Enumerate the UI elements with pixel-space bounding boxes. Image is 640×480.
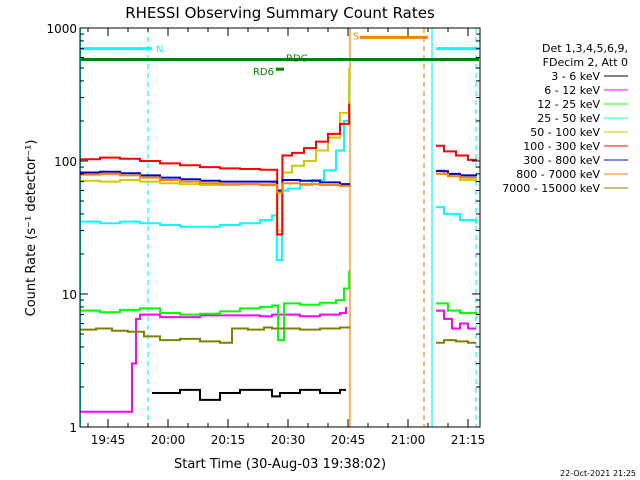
x-axis-label: Start Time (30-Aug-03 19:38:02)	[174, 457, 386, 472]
x-tick-label: 19:45	[91, 433, 126, 447]
legend-entry-label: 300 - 800 keV	[523, 154, 600, 167]
series-line	[152, 388, 346, 401]
footer-date: 22-Oct-2021 21:25	[560, 469, 636, 478]
series-line	[80, 172, 477, 194]
flag-label: RD6	[253, 67, 274, 78]
legend-entry-label: 6 - 12 keV	[544, 84, 600, 97]
y-axis-label: Count Rate (s⁻¹ detector⁻¹)	[24, 140, 39, 317]
legend-header: Det 1,3,4,5,6,9,	[542, 42, 628, 55]
axis-layer: 1 10 100 1000 19:45 20:00 20:15 20:30 20:45 21:00…	[46, 22, 485, 447]
flag-label: S	[353, 31, 359, 42]
legend-header: FDecim 2, Att 0	[543, 56, 628, 69]
plot-frame	[79, 27, 481, 428]
legend-entry-label: 3 - 6 keV	[551, 70, 600, 83]
legend-entry-label: 7000 - 15000 keV	[502, 182, 600, 195]
chart-title: RHESSI Observing Summary Count Rates	[125, 4, 435, 22]
series-line	[80, 326, 476, 344]
legend-entry-label: 25 - 50 keV	[537, 112, 600, 125]
series-layer	[80, 68, 477, 413]
legend-entry-label: 12 - 25 keV	[537, 98, 600, 111]
flag-label: RDC	[286, 53, 308, 64]
series-line	[80, 170, 477, 192]
x-tick-label: 21:00	[391, 433, 426, 447]
legend: Det 1,3,4,5,6,9,FDecim 2, Att 03 - 6 keV…	[502, 42, 628, 195]
legend-entry-label: 100 - 300 keV	[523, 140, 600, 153]
y-tick-label: 1000	[46, 22, 77, 36]
legend-entry-label: 800 - 7000 keV	[516, 168, 600, 181]
series-line	[80, 103, 477, 236]
series-line	[80, 80, 477, 261]
series-line	[80, 270, 477, 342]
legend-entry-label: 50 - 100 keV	[530, 126, 600, 139]
flag-label: N	[156, 45, 163, 56]
x-tick-label: 20:00	[151, 433, 186, 447]
x-tick-label: 21:15	[451, 433, 486, 447]
y-tick-label: 100	[54, 155, 77, 169]
x-tick-label: 20:30	[271, 433, 306, 447]
y-tick-label: 1	[69, 421, 77, 435]
x-tick-label: 20:45	[331, 433, 366, 447]
x-tick-label: 20:15	[211, 433, 246, 447]
y-tick-label: 10	[62, 288, 77, 302]
flag-and-marker-layer: N S RDC RD6	[79, 28, 479, 427]
